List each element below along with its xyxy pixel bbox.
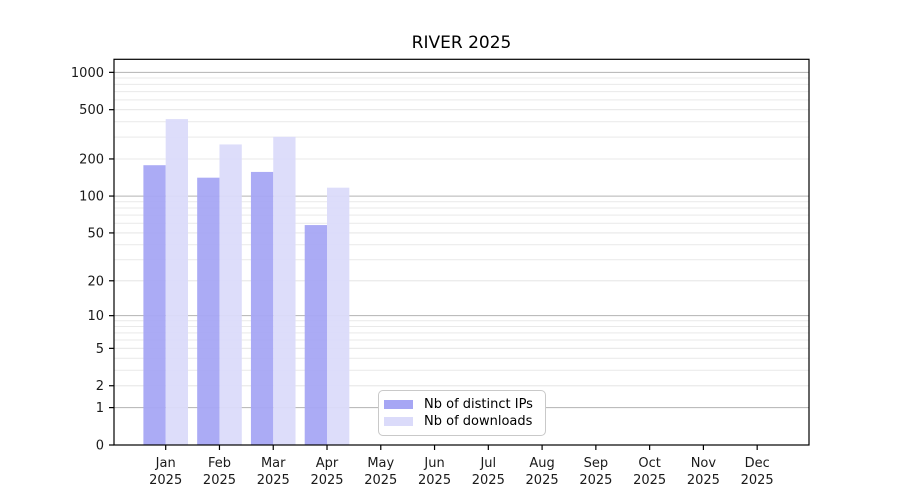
x-tick-label-year: 2025	[149, 473, 182, 488]
bar-mar-downloads	[273, 136, 296, 445]
plot-area-border	[113, 58, 810, 446]
x-tick-label-month: Jun	[423, 456, 444, 471]
x-tick-label-year: 2025	[257, 473, 290, 488]
x-tick-label-year: 2025	[633, 473, 666, 488]
x-tick-label-month: Oct	[638, 456, 660, 471]
x-tick-label-year: 2025	[472, 473, 505, 488]
bar-mar-distinct-ips	[250, 171, 274, 446]
x-tick-label-month: Jul	[479, 456, 496, 471]
x-tick-label-year: 2025	[579, 473, 612, 488]
x-tick-label-month: Aug	[529, 456, 554, 471]
legend-label-downloads: Nb of downloads	[424, 414, 533, 429]
legend-item-downloads: Nb of downloads	[384, 413, 545, 430]
bar-jan-downloads	[165, 119, 188, 445]
legend-item-distinct-ips: Nb of distinct IPs	[384, 396, 545, 413]
bar-apr-downloads	[327, 187, 350, 445]
x-tick-label-year: 2025	[526, 473, 559, 488]
y-tick-label: 10	[87, 309, 104, 324]
y-tick-label: 0	[96, 439, 104, 454]
y-tick-label: 1	[96, 401, 104, 416]
legend-label-distinct-ips: Nb of distinct IPs	[424, 397, 533, 412]
x-tick-label-month: Nov	[691, 456, 717, 471]
x-tick-label-year: 2025	[203, 473, 236, 488]
legend-swatch-downloads	[384, 417, 413, 426]
y-tick-label: 50	[87, 226, 104, 241]
x-tick-label-month: Jan	[155, 456, 176, 471]
x-tick-label-year: 2025	[418, 473, 451, 488]
x-tick-label-month: Mar	[261, 456, 286, 471]
bar-feb-downloads	[219, 144, 242, 446]
x-tick-label-month: Feb	[208, 456, 231, 471]
y-tick-label: 2	[96, 379, 104, 394]
x-tick-label-month: Apr	[316, 456, 339, 471]
x-tick-label-year: 2025	[687, 473, 720, 488]
y-tick-label: 100	[79, 190, 104, 205]
x-tick-label-month: Dec	[745, 456, 770, 471]
bar-apr-distinct-ips	[304, 225, 328, 445]
y-tick-label: 200	[79, 152, 104, 167]
chart-title: RIVER 2025	[411, 33, 512, 53]
x-tick-label-year: 2025	[310, 473, 343, 488]
bar-jan-distinct-ips	[143, 165, 166, 445]
bar-feb-distinct-ips	[197, 177, 220, 445]
legend-swatch-distinct-ips	[384, 400, 413, 409]
y-tick-label: 5	[96, 342, 104, 357]
y-tick-label: 500	[79, 103, 104, 118]
x-tick-label-month: Sep	[584, 456, 609, 471]
y-tick-label: 1000	[71, 66, 104, 81]
legend: Nb of distinct IPs Nb of downloads	[378, 390, 546, 436]
x-tick-label-month: May	[367, 456, 394, 471]
x-tick-label-year: 2025	[741, 473, 774, 488]
x-tick-label-year: 2025	[364, 473, 397, 488]
y-tick-label: 20	[87, 274, 104, 289]
